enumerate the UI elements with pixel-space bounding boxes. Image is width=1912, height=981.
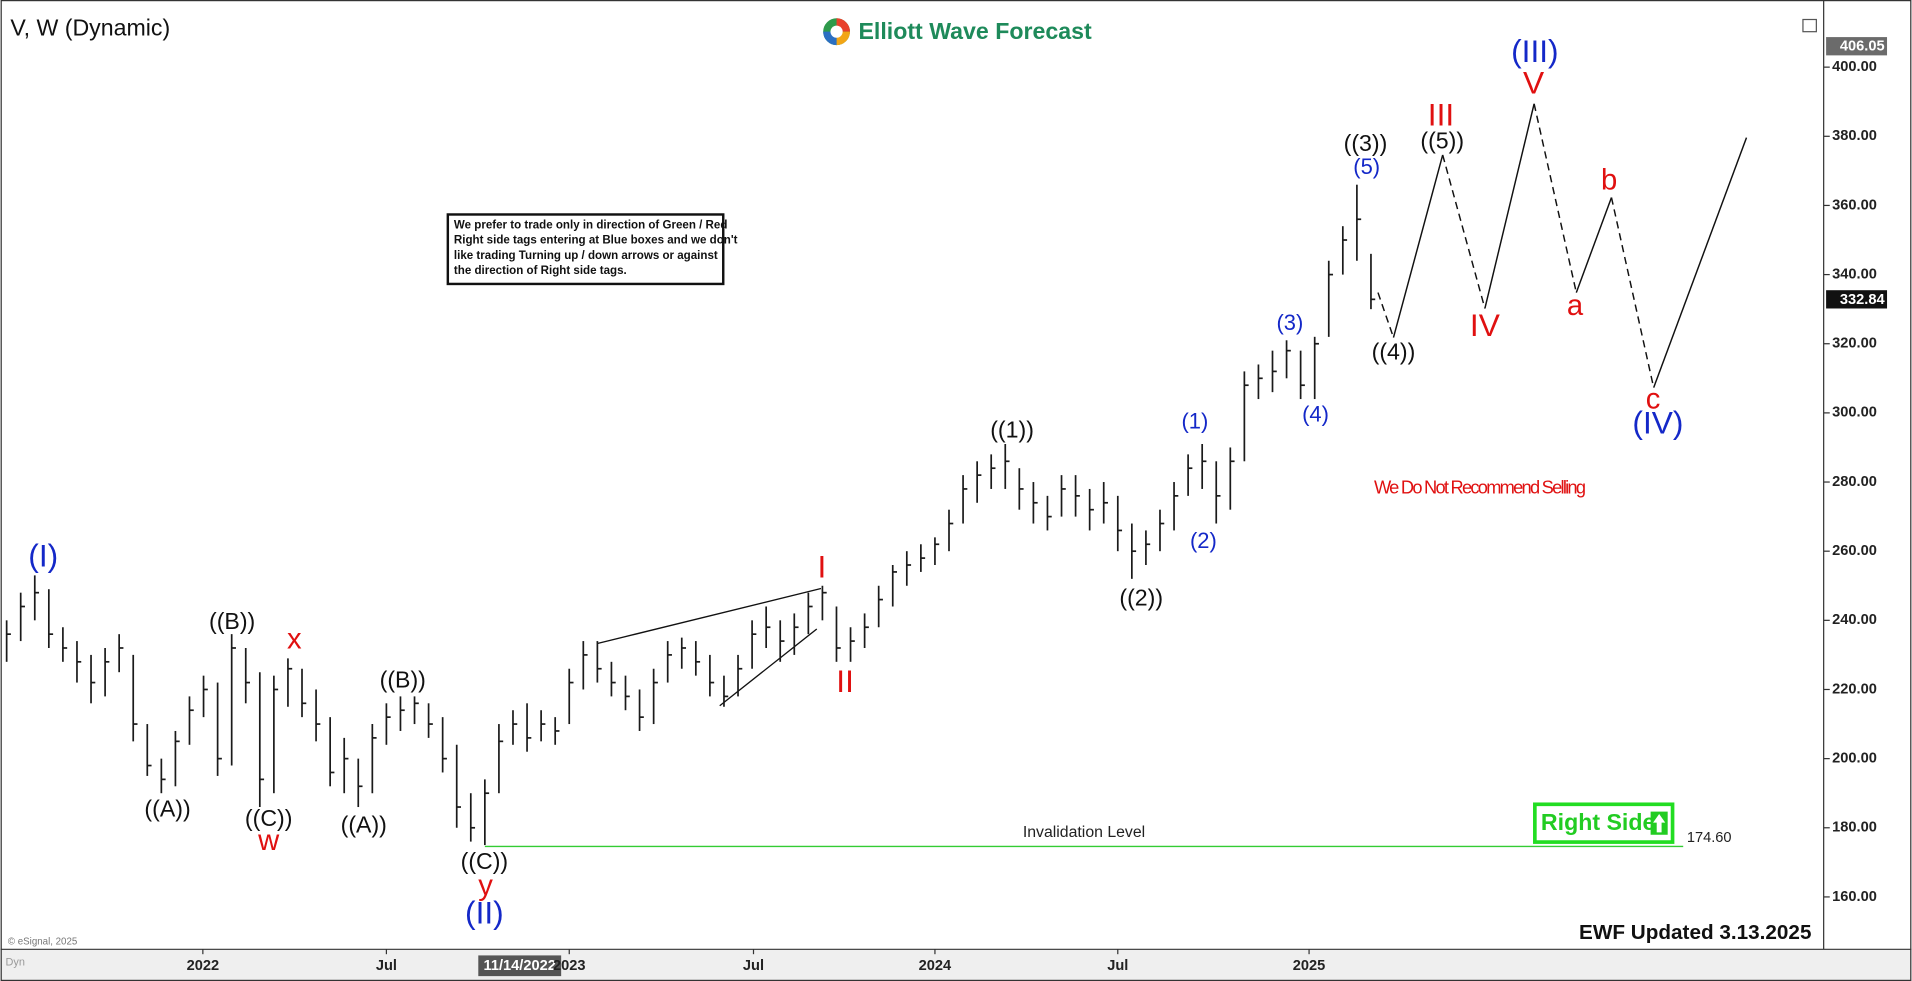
wave-label: III	[1428, 96, 1454, 132]
projection-segment	[1652, 137, 1748, 388]
y-tick-label: 160.00	[1832, 889, 1877, 905]
warning: We Do Not Recommend Selling	[1374, 477, 1586, 498]
y-tick-label: 260.00	[1832, 543, 1877, 559]
wave-label: ((C))	[461, 848, 509, 874]
y-tick-label: 320.00	[1832, 336, 1877, 352]
wave-label: ((1))	[990, 417, 1034, 443]
right-side-label: Right Side	[1541, 809, 1656, 835]
projection-segment	[1575, 197, 1613, 293]
note-line: We prefer to trade only in direction of …	[454, 220, 727, 232]
wave-label: w	[257, 825, 280, 857]
wave-label: b	[1601, 164, 1617, 196]
copyright: © eSignal, 2025	[8, 937, 77, 948]
note-line: Right side tags entering at Blue boxes a…	[454, 235, 738, 247]
projection-segment	[1392, 154, 1444, 338]
price-tag-label: 406.05	[1840, 39, 1885, 55]
y-tick-label: 400.00	[1832, 59, 1877, 75]
brand-name: Elliott Wave Forecast	[859, 18, 1092, 44]
projection-segment	[1441, 154, 1486, 309]
right-side-box[interactable]	[1533, 802, 1675, 844]
corner-label: Dyn	[5, 957, 24, 969]
y-tick-label: 280.00	[1832, 474, 1877, 490]
x-tick-label: 2022	[187, 958, 220, 974]
y-tick-label: 380.00	[1832, 128, 1877, 144]
note-box	[446, 213, 725, 286]
invalidation-value: 174.60	[1687, 830, 1732, 846]
projection-segment	[1377, 292, 1395, 338]
y-tick-label: 200.00	[1832, 750, 1877, 766]
wave-label: ((3))	[1344, 130, 1388, 156]
y-tick-label: 220.00	[1832, 681, 1877, 697]
note-line: like trading Turning up / down arrows or…	[454, 250, 718, 262]
updated-label: EWF Updated 3.13.2025	[1579, 921, 1811, 944]
wave-label: ((2))	[1119, 585, 1163, 611]
chart-title: V, W (Dynamic)	[10, 14, 170, 40]
y-tick-label: 180.00	[1832, 820, 1877, 836]
logo-center	[830, 25, 843, 38]
wave-label: (1)	[1181, 409, 1208, 434]
wave-label: ((B))	[380, 666, 426, 692]
wave-label: IV	[1470, 307, 1500, 343]
wave-label: ((A))	[341, 811, 387, 837]
x-axis-band	[0, 949, 1912, 981]
cursor-date: 11/14/2022	[484, 958, 556, 974]
wave-label: ((B))	[209, 608, 255, 634]
price-tag-label: 332.84	[1840, 292, 1886, 308]
wave-label: a	[1567, 290, 1584, 322]
wave-label: (5)	[1353, 154, 1380, 179]
projection-segment	[1533, 103, 1578, 293]
x-tick-label: Jul	[376, 958, 397, 974]
wave-label: ((C))	[245, 805, 293, 831]
window-icon[interactable]	[1802, 18, 1817, 33]
x-tick-label: Jul	[1107, 958, 1128, 974]
wave-label: ((A))	[144, 796, 190, 822]
wave-label: I	[818, 548, 827, 584]
wave-label: c	[1646, 384, 1661, 416]
wave-label: (2)	[1190, 528, 1217, 553]
x-tick-label: 2025	[1293, 958, 1326, 974]
x-tick-label: 2024	[919, 958, 952, 974]
projection-segment	[1484, 103, 1535, 309]
y-tick-label: 340.00	[1832, 266, 1877, 282]
y-tick-label: 300.00	[1832, 405, 1877, 421]
price-tag	[1826, 37, 1888, 56]
brand-logo	[823, 18, 850, 46]
trendline	[719, 628, 818, 707]
invalidation-label: Invalidation Level	[1023, 824, 1145, 841]
wave-label: ((5))	[1420, 128, 1464, 154]
y-tick-label: 240.00	[1832, 612, 1877, 628]
wave-label: x	[287, 624, 302, 656]
trendline	[597, 587, 822, 645]
wave-label: II	[836, 663, 854, 699]
x-tick-label: 2023	[553, 958, 586, 974]
projection-segment	[1610, 197, 1655, 388]
wave-label: ((4))	[1372, 339, 1416, 365]
wave-label: y	[478, 870, 493, 902]
wave-label: (IV)	[1632, 405, 1683, 441]
wave-label: (3)	[1277, 310, 1304, 335]
wave-label: (II)	[465, 895, 504, 931]
cursor-date-box	[478, 955, 562, 977]
note-line: the direction of Right side tags.	[454, 265, 627, 277]
wave-label: (I)	[28, 538, 58, 574]
wave-label: (4)	[1302, 401, 1329, 426]
price-tag	[1826, 290, 1888, 309]
wave-label: V	[1523, 65, 1544, 101]
wave-label: (III)	[1511, 33, 1559, 69]
x-tick-label: Jul	[743, 958, 764, 974]
up-arrow	[1653, 814, 1666, 833]
y-tick-label: 360.00	[1832, 197, 1877, 213]
